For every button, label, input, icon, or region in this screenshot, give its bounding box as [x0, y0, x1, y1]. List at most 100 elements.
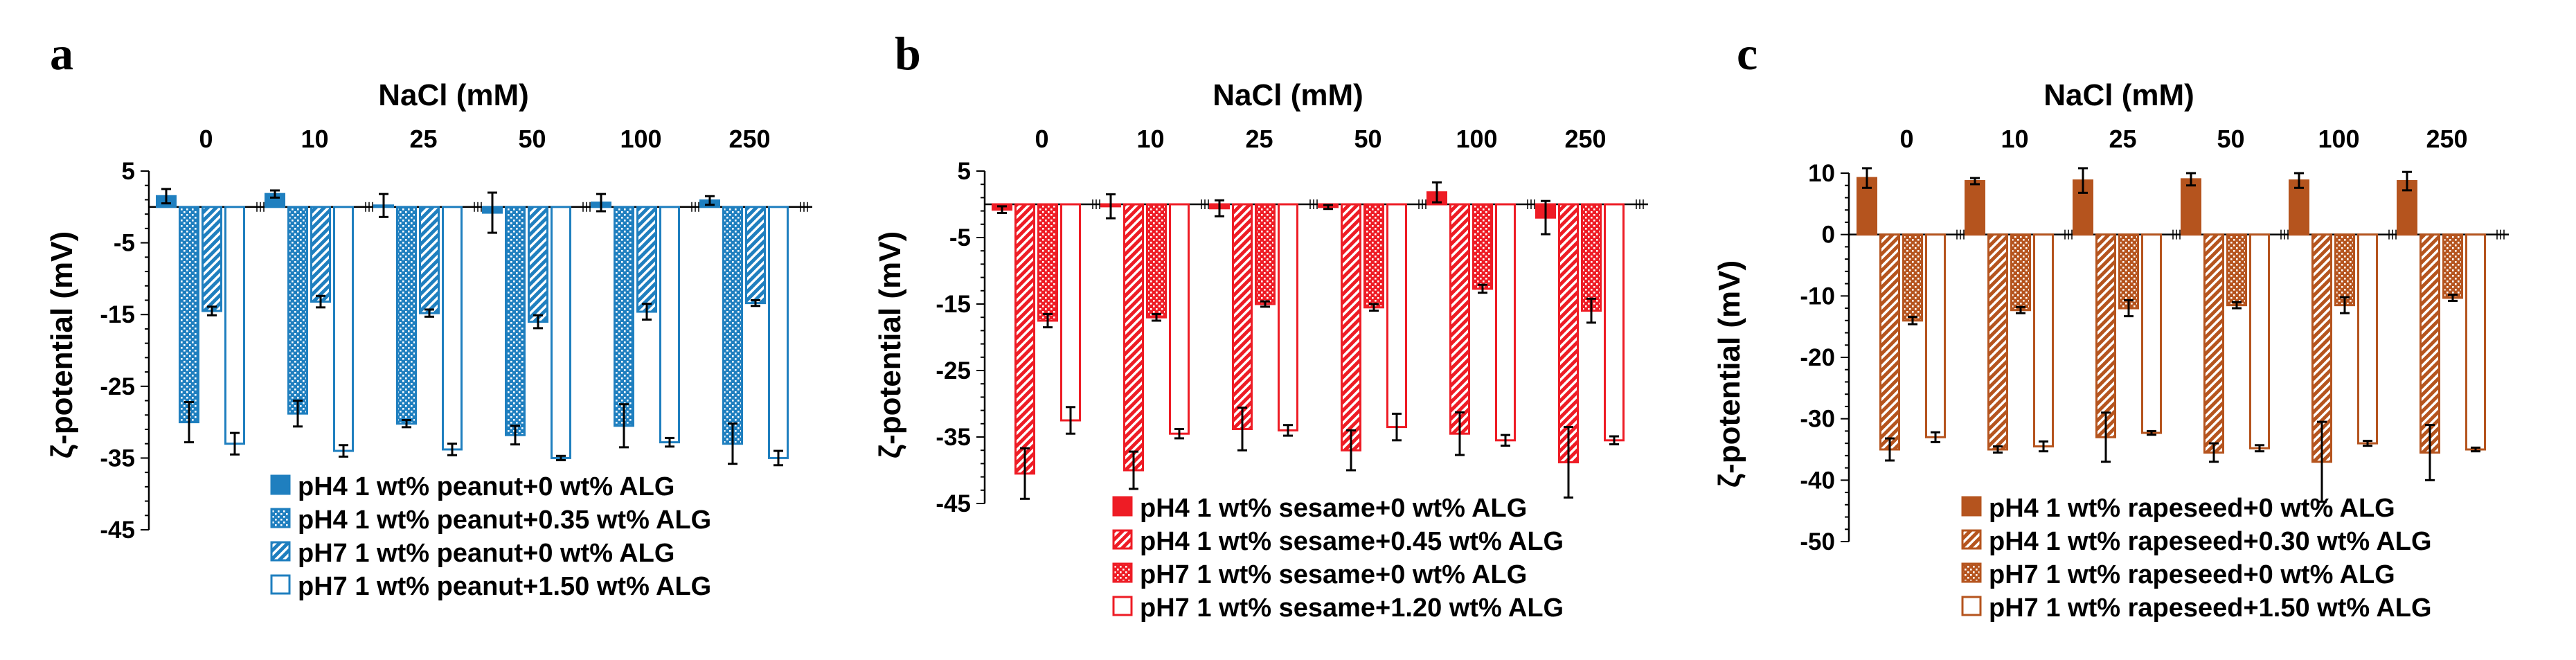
bar-open: [659, 206, 680, 444]
y-tick-labels-a: 5 -5 -15 -25 -35 -45: [100, 158, 135, 544]
legend-entry: pH7 1 wt% peanut+1.50 wt% ALG: [298, 572, 711, 601]
category-label: 25: [409, 125, 437, 153]
category-label: 100: [620, 125, 661, 153]
bar-open: [1604, 203, 1625, 442]
bar-dots: [1472, 203, 1493, 290]
bar-stripes: [419, 206, 440, 314]
bar-dots: [179, 206, 199, 424]
category-label: 10: [1136, 125, 1164, 153]
bar-open: [1925, 233, 1946, 438]
bar-stripes: [1232, 203, 1253, 430]
panel-a: a NaCl (mM) ζ-potential (mV) 5 -5 -15 -25 -3…: [45, 27, 812, 601]
bar-stripes: [1879, 233, 1900, 451]
y-tick-label: -30: [1800, 406, 1835, 433]
bar-dots: [2118, 233, 2139, 310]
y-tick-label: 0: [1822, 222, 1835, 249]
category-label: 50: [2217, 125, 2244, 153]
y-tick-label: -25: [936, 357, 971, 384]
bar-stripes: [528, 206, 548, 323]
bar-open: [2249, 233, 2270, 449]
legend-entry: pH7 1 wt% sesame+1.20 wt% ALG: [1140, 594, 1564, 623]
bar-stripes: [1123, 203, 1144, 472]
legend-entry: pH7 1 wt% rapeseed+0 wt% ALG: [1989, 560, 2395, 589]
y-tick-label: -15: [936, 291, 971, 318]
bar-open: [2033, 233, 2054, 448]
legend-entry: pH4 1 wt% rapeseed+0.30 wt% ALG: [1989, 527, 2432, 556]
bar-stripes: [2203, 233, 2224, 454]
y-tick-label: -25: [100, 373, 135, 400]
panel-letter-b: b: [895, 27, 921, 80]
bar-dots: [505, 206, 526, 436]
plot-area-a: [141, 170, 812, 530]
plot-area-c: [1841, 167, 2509, 542]
y-tick-label: -10: [1800, 283, 1835, 310]
y-tick-label: -45: [100, 517, 135, 544]
bar-dots: [1902, 233, 1923, 322]
legend-entry: pH4 1 wt% sesame+0.45 wt% ALG: [1140, 527, 1564, 556]
bar-open: [1278, 203, 1298, 431]
bar-open: [2357, 233, 2378, 445]
legend-swatch-stripes: [1961, 529, 1982, 550]
category-label: 50: [518, 125, 546, 153]
y-tick-labels-c: 10 0 -10 -20 -30 -40 -50: [1800, 160, 1835, 555]
bar-stripes: [2095, 233, 2116, 438]
panel-b: b NaCl (mM) ζ-potential (mV) 5 -5 -15 -25 -3…: [873, 27, 1648, 623]
bar-stripes: [745, 206, 766, 305]
legend-swatch-stripes: [1112, 529, 1133, 550]
legend-entry: pH7 1 wt% rapeseed+1.50 wt% ALG: [1989, 594, 2432, 623]
bar-dots: [2010, 233, 2031, 312]
legend-swatch-solid: [270, 474, 291, 495]
bar-stripes: [310, 206, 331, 303]
category-label: 250: [728, 125, 770, 153]
category-label: 0: [1899, 125, 1913, 153]
y-tick-label: -20: [1800, 344, 1835, 371]
legend-swatch-dots: [270, 508, 291, 528]
y-tick-label: -35: [100, 445, 135, 472]
bar-open: [1495, 203, 1516, 442]
x-axis-title-b: NaCl (mM): [1213, 78, 1363, 112]
legend-entry: pH7 1 wt% sesame+0 wt% ALG: [1140, 560, 1527, 589]
legend-swatch-open: [270, 574, 291, 595]
legend-b: pH4 1 wt% sesame+0 wt% ALG pH4 1 wt% sesa…: [1112, 494, 1564, 623]
bar-dots: [396, 206, 417, 425]
y-tick-label: -5: [949, 224, 971, 251]
bar-solid: [2289, 179, 2309, 236]
bar-dots: [1255, 203, 1276, 305]
bar-open: [551, 206, 571, 459]
x-axis-title-a: NaCl (mM): [378, 78, 529, 112]
bar-stripes: [636, 206, 657, 313]
legend-entry: pH7 1 wt% peanut+0 wt% ALG: [298, 539, 674, 568]
legend-swatch-solid: [1112, 496, 1133, 517]
y-tick-label: 10: [1808, 160, 1835, 187]
bar-open: [1169, 203, 1190, 435]
bar-stripes: [1449, 203, 1470, 435]
bar-stripes: [1341, 203, 1361, 452]
bar-dots: [287, 206, 308, 415]
legend-swatch-dots: [1112, 562, 1133, 583]
y-tick-label: 5: [958, 158, 971, 185]
bar-stripes: [1014, 203, 1035, 475]
category-label: 0: [1035, 125, 1048, 153]
legend-swatch-open: [1112, 596, 1133, 616]
legend-entry: pH4 1 wt% peanut+0 wt% ALG: [298, 472, 674, 501]
panel-letter-c: c: [1737, 27, 1757, 80]
panel-letter-a: a: [50, 27, 73, 80]
bar-open: [224, 206, 245, 445]
category-label: 0: [199, 125, 213, 153]
y-tick-label: -35: [936, 424, 971, 451]
bar-open: [1386, 203, 1407, 429]
bar-open: [2465, 233, 2486, 451]
category-labels-a: 0 10 25 50 100 250: [199, 125, 770, 153]
legend-entry: pH4 1 wt% peanut+0.35 wt% ALG: [298, 506, 711, 535]
bar-dots: [614, 206, 634, 427]
bar-solid: [2397, 180, 2417, 236]
y-tick-label: -45: [936, 490, 971, 517]
bar-open: [442, 206, 463, 451]
bar-dots: [1146, 203, 1167, 319]
bar-dots: [1581, 203, 1602, 312]
y-tick-label: -15: [100, 301, 135, 328]
bar-dots: [2334, 233, 2355, 307]
bar-dots: [1363, 203, 1384, 309]
bar-stripes: [202, 206, 222, 312]
legend-entry: pH4 1 wt% sesame+0 wt% ALG: [1140, 494, 1527, 523]
